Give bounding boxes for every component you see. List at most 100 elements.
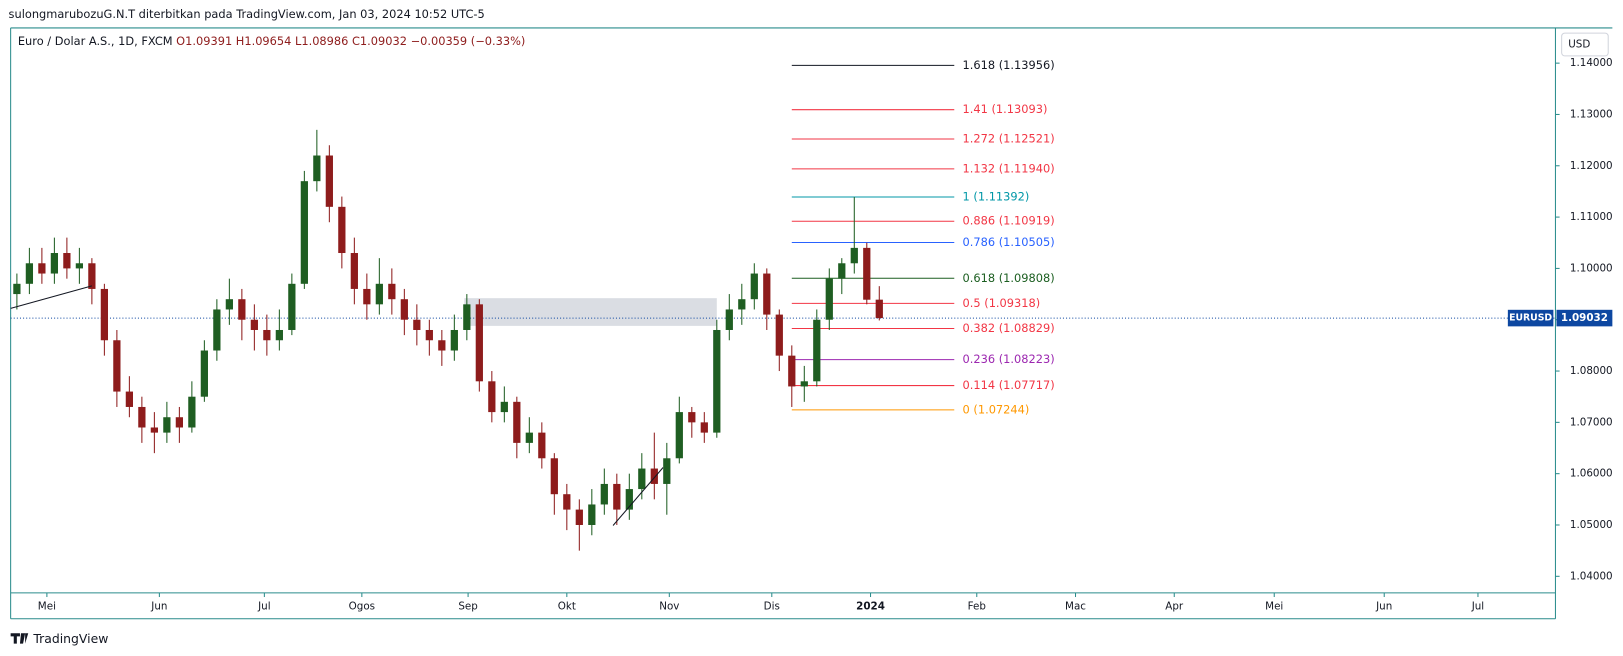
y-tick-label: 1.05000	[1570, 519, 1613, 531]
x-tick-label: Ogos	[349, 600, 375, 612]
ohlc-legend: O1.09391 H1.09654 L1.08986 C1.09032 −0.0…	[176, 34, 525, 48]
candle-body	[50, 253, 59, 274]
candle-body	[225, 299, 233, 310]
fib-label: 0.236 (1.08223)	[963, 352, 1055, 366]
x-tick-label: Jun	[150, 600, 167, 612]
candle-body	[388, 283, 396, 300]
candle-body	[238, 299, 246, 320]
x-tick-label: Jul	[1471, 600, 1484, 612]
symbol-line: Euro / Dolar A.S., 1D, FXCM	[18, 34, 173, 48]
fib-label: 0.886 (1.10919)	[963, 214, 1055, 228]
candle-body	[250, 319, 258, 330]
fib-label: 1.272 (1.12521)	[963, 132, 1055, 146]
candle-body	[100, 288, 109, 341]
x-tick-label: Dis	[764, 600, 780, 612]
candle-body	[88, 263, 96, 289]
candle-body	[463, 304, 471, 330]
candle-body	[350, 253, 358, 289]
y-tick-label: 1.11000	[1570, 211, 1613, 223]
trendline	[612, 467, 664, 526]
x-tick-label: Apr	[1165, 600, 1184, 612]
candle-body	[163, 417, 171, 433]
candle-body	[363, 288, 371, 305]
symbol-tag	[1507, 309, 1554, 327]
candle-body	[200, 350, 208, 397]
currency-button[interactable]	[1561, 32, 1609, 57]
candle-body	[450, 329, 458, 351]
y-tick-label: 1.13000	[1570, 108, 1613, 120]
candle-body	[300, 181, 308, 284]
candle-body	[325, 155, 333, 207]
candle-body	[63, 253, 71, 269]
candle-body	[588, 504, 596, 525]
x-tick-label: Mac	[1065, 600, 1086, 612]
fib-label: 0.382 (1.08829)	[963, 321, 1055, 335]
plot: 1.04000 1.05000 1.06000 1.07000 1.08000 1.090…	[10, 57, 1613, 612]
candle-body	[138, 406, 146, 428]
candle-body	[738, 299, 746, 310]
candle-body	[113, 340, 121, 392]
x-tick-label: 2024	[856, 600, 885, 612]
candle-body	[550, 458, 558, 495]
candle-body	[125, 391, 133, 407]
candle-body	[513, 401, 521, 443]
fib-label: 1.618 (1.13956)	[963, 58, 1055, 72]
candle-body	[538, 432, 546, 459]
candle-body	[713, 329, 721, 433]
candle-body	[425, 329, 433, 341]
candle-body	[525, 432, 533, 443]
logo	[10, 633, 29, 644]
x-tick-label: Nov	[659, 600, 679, 612]
candle-body	[763, 273, 771, 315]
candle-body	[775, 314, 783, 356]
candle-body	[38, 263, 46, 274]
fib-label: 1.132 (1.11940)	[963, 161, 1055, 175]
x-tick-label: Jul	[257, 600, 270, 612]
candle-body	[613, 483, 621, 510]
y-tick-label: 1.14000	[1570, 57, 1613, 69]
fib-label: 0.114 (1.07717)	[963, 378, 1055, 392]
candle-body	[475, 304, 483, 382]
candle-body	[850, 247, 858, 264]
candle-body	[663, 458, 671, 484]
candle-body	[213, 309, 221, 351]
zone	[464, 298, 717, 326]
x-tick-label: Sep	[458, 600, 477, 612]
candle-body	[175, 417, 183, 428]
candle-body	[788, 355, 796, 387]
y-tick-label: 1.04000	[1570, 570, 1613, 582]
candle-body	[863, 247, 871, 300]
fib-label: 1.41 (1.13093)	[963, 102, 1048, 116]
fib-label: 1 (1.11392)	[963, 189, 1030, 203]
x-tick-label: Mei	[1265, 600, 1283, 612]
candle-body	[488, 381, 496, 413]
fib-label: 0.5 (1.09318)	[963, 296, 1041, 310]
header: sulongmarubozuG.N.T diterbitkan pada Tra…	[9, 7, 485, 21]
candle-body	[75, 263, 84, 269]
footer: TradingView	[32, 631, 108, 646]
candle-body	[725, 309, 733, 330]
candle-body	[275, 329, 283, 341]
candle-body	[650, 468, 658, 484]
y-tick-label: 1.08000	[1570, 365, 1613, 377]
candle-body	[25, 263, 34, 284]
candle-body	[400, 299, 408, 320]
currency[interactable]: USD	[1568, 38, 1590, 50]
x-tick-label: Mei	[38, 600, 56, 612]
y-tick-label: 1.06000	[1570, 468, 1613, 480]
candle-body	[825, 278, 833, 320]
candle-body	[875, 299, 883, 319]
candle-body	[288, 283, 296, 330]
candle-body	[813, 319, 821, 382]
candle-body	[563, 494, 571, 510]
price-tag	[1556, 309, 1613, 327]
candle-body	[575, 509, 583, 525]
price-tag-label: 1.09032	[1561, 312, 1608, 324]
symbol-tag-label: EURUSD	[1509, 313, 1552, 324]
candle-body	[675, 412, 683, 459]
candle-body	[625, 489, 633, 510]
candle-body	[838, 263, 846, 279]
fib-label: 0.618 (1.09808)	[963, 271, 1055, 285]
